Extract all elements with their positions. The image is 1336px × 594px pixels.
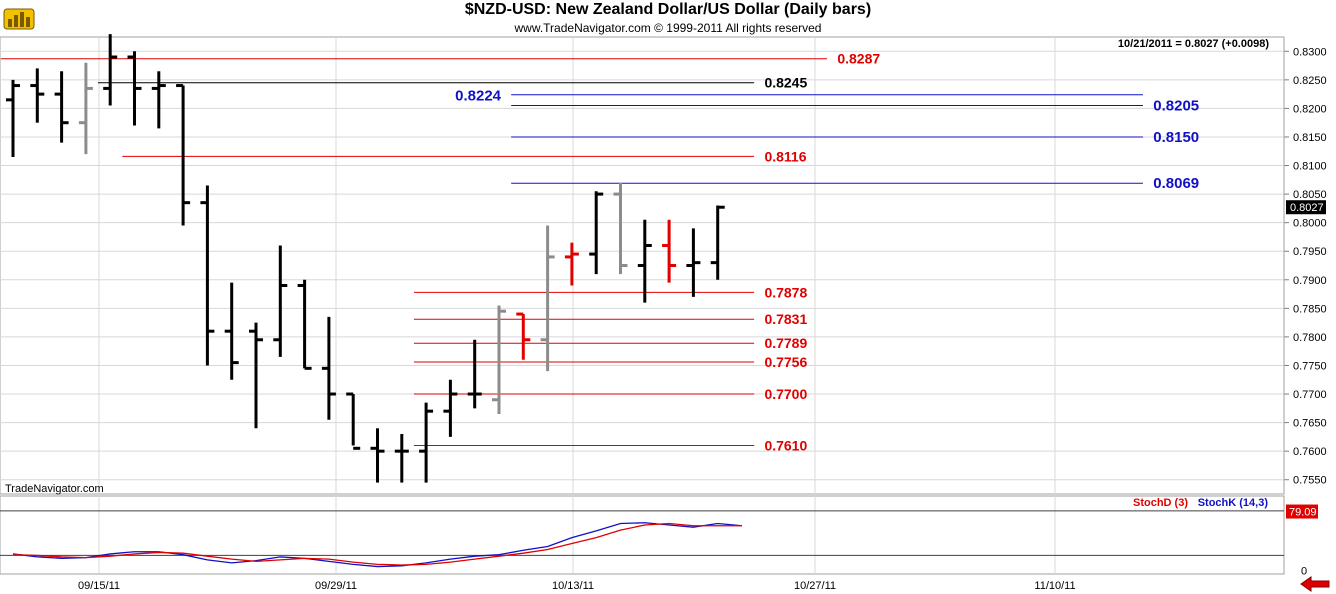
level-label: 0.8224	[455, 88, 502, 105]
ohlc-bar	[321, 316, 336, 420]
level-label: 0.7789	[764, 335, 807, 351]
ohlc-bar	[151, 71, 166, 129]
ohlc-bar	[686, 228, 701, 297]
stoch-last-tag	[1286, 504, 1318, 519]
ohlc-bar	[516, 312, 531, 360]
ohlc-bar	[394, 434, 409, 483]
stoch-last-label: 79.09	[1289, 507, 1317, 519]
y-tick-label: 0.8100	[1293, 161, 1327, 173]
ohlc-bar	[419, 402, 434, 483]
y-tick-label: 0.7850	[1293, 303, 1327, 315]
ohlc-bar	[492, 305, 506, 415]
chart-title: $NZD-USD: New Zealand Dollar/US Dollar (…	[464, 1, 872, 18]
ohlc-bar	[273, 245, 288, 357]
ohlc-bar	[54, 71, 69, 143]
ohlc-bar	[6, 79, 20, 157]
last-price-tag	[1286, 200, 1326, 215]
y-tick-label: 0.7650	[1293, 418, 1327, 430]
y-tick-label: 0.8200	[1293, 103, 1327, 115]
y-tick-label: 0.7700	[1293, 389, 1327, 401]
level-label: 0.8150	[1153, 129, 1199, 146]
ohlc-bar	[443, 379, 458, 437]
ohlc-bar	[370, 428, 385, 483]
level-label: 0.7756	[764, 354, 807, 370]
stoch-series-line	[12, 522, 742, 566]
ohlc-bar	[249, 322, 263, 429]
level-label: 0.8116	[764, 148, 806, 164]
y-tick-label: 0.8250	[1293, 75, 1327, 87]
ohlc-bar	[637, 219, 652, 303]
ohlc-bar	[200, 185, 215, 366]
ohlc-bar	[224, 282, 239, 380]
x-tick-label: 11/10/11	[1034, 580, 1075, 592]
level-label: 0.7700	[764, 386, 807, 402]
ohlc-bar	[710, 205, 725, 280]
ohlc-bar	[127, 51, 142, 126]
y-tick-label: 0.8000	[1293, 218, 1327, 230]
y-tick-label: 0.7800	[1293, 332, 1327, 344]
scroll-left-arrow-icon[interactable]	[1299, 576, 1331, 592]
ohlc-bar	[176, 84, 191, 226]
x-tick-label: 09/15/11	[78, 580, 120, 592]
x-tick-label: 10/27/11	[794, 580, 836, 592]
level-label: 0.7878	[764, 284, 807, 300]
legend-stochd: StochD (3)	[1133, 497, 1188, 509]
ohlc-bar	[346, 392, 361, 450]
x-tick-label: 10/13/11	[552, 580, 594, 592]
level-label: 0.8069	[1153, 175, 1199, 192]
ohlc-bar	[30, 68, 45, 123]
ohlc-bar	[540, 225, 555, 372]
stoch-axis-tick: 0	[1301, 565, 1307, 577]
y-tick-label: 0.7950	[1293, 246, 1327, 258]
ohlc-bar	[613, 182, 628, 275]
level-label: 0.7610	[764, 437, 807, 453]
ohlc-bar	[78, 62, 93, 155]
chart-subtitle: www.TradeNavigator.com © 1999-2011 All r…	[514, 21, 822, 35]
y-tick-label: 0.7600	[1293, 446, 1327, 458]
level-label: 0.7831	[764, 311, 807, 327]
y-tick-label: 0.7550	[1293, 475, 1327, 487]
x-tick-label: 09/29/11	[315, 580, 357, 592]
last-price-label: 0.8027	[1290, 202, 1324, 214]
y-tick-label: 0.8050	[1293, 189, 1327, 201]
watermark-text: TradeNavigator.com	[5, 483, 104, 495]
ohlc-bar	[297, 279, 312, 370]
legend-stochk: StochK (14,3)	[1198, 497, 1269, 509]
ohlc-bar	[662, 219, 677, 283]
y-tick-label: 0.8150	[1293, 132, 1327, 144]
stochastic-panel	[0, 495, 1285, 575]
level-label: 0.8205	[1153, 98, 1199, 115]
stoch-series-line	[12, 522, 743, 568]
ohlc-bar	[467, 339, 482, 409]
level-label: 0.8287	[837, 51, 880, 67]
y-tick-label: 0.8300	[1293, 46, 1327, 58]
y-tick-label: 0.7750	[1293, 360, 1327, 372]
trade-navigator-logo-icon[interactable]	[2, 1, 36, 35]
ohlc-bar	[589, 191, 604, 275]
last-quote-text: 10/21/2011 = 0.8027 (+0.0098)	[1118, 38, 1269, 50]
ohlc-bar	[564, 242, 579, 286]
y-tick-label: 0.7900	[1293, 275, 1327, 287]
level-label: 0.8245	[764, 75, 807, 91]
ohlc-bar	[103, 34, 118, 106]
